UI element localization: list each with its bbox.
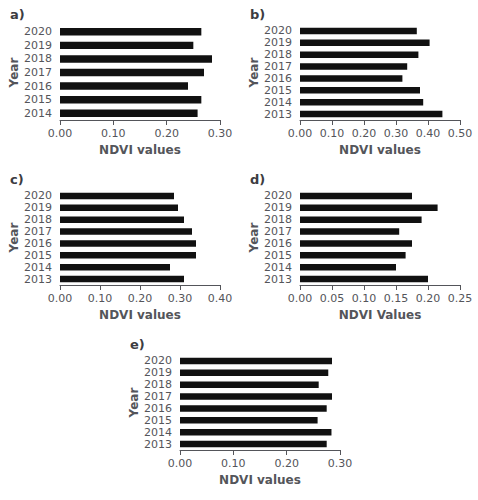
svg-text:2018: 2018 (24, 52, 52, 65)
svg-text:0.20: 0.20 (416, 292, 441, 305)
svg-text:2019: 2019 (264, 201, 292, 215)
svg-text:0.10: 0.10 (320, 127, 345, 140)
svg-text:2020: 2020 (24, 189, 52, 203)
svg-text:0.20: 0.20 (128, 292, 153, 305)
svg-text:2013: 2013 (24, 273, 52, 286)
svg-text:NDVI values: NDVI values (219, 473, 301, 487)
svg-text:2014: 2014 (24, 260, 52, 274)
svg-text:0.30: 0.30 (208, 127, 233, 140)
svg-text:2020: 2020 (24, 25, 52, 38)
svg-text:2017: 2017 (264, 60, 292, 74)
svg-text:2018: 2018 (24, 213, 52, 227)
svg-text:0.40: 0.40 (416, 127, 441, 140)
svg-text:0.50: 0.50 (448, 127, 473, 140)
svg-text:Year: Year (7, 223, 21, 254)
svg-text:0.00: 0.00 (48, 292, 73, 305)
svg-text:e): e) (130, 337, 145, 352)
svg-text:0.00: 0.00 (168, 457, 193, 470)
svg-text:2013: 2013 (264, 108, 292, 121)
svg-text:c): c) (10, 172, 24, 187)
svg-text:0.30: 0.30 (168, 292, 193, 305)
svg-text:Year: Year (247, 223, 261, 254)
svg-text:2019: 2019 (24, 39, 52, 52)
svg-text:2016: 2016 (144, 401, 172, 415)
svg-text:0.00: 0.00 (288, 127, 313, 140)
svg-text:2019: 2019 (24, 201, 52, 215)
svg-text:2014: 2014 (264, 95, 292, 109)
svg-text:0.10: 0.10 (221, 457, 246, 470)
svg-text:0.00: 0.00 (48, 127, 73, 140)
svg-text:0.10: 0.10 (352, 292, 377, 305)
svg-text:b): b) (250, 7, 265, 22)
svg-text:2014: 2014 (264, 260, 292, 274)
svg-text:2020: 2020 (144, 354, 172, 368)
svg-text:2018: 2018 (264, 213, 292, 227)
svg-text:NDVI values: NDVI values (339, 143, 421, 157)
svg-text:0.10: 0.10 (88, 292, 113, 305)
svg-text:2014: 2014 (24, 107, 52, 120)
svg-text:2015: 2015 (24, 248, 52, 262)
svg-text:2019: 2019 (144, 366, 172, 380)
svg-text:Year: Year (7, 58, 21, 89)
svg-text:2015: 2015 (144, 413, 172, 427)
svg-text:2015: 2015 (24, 93, 52, 106)
svg-text:2013: 2013 (144, 438, 172, 451)
svg-text:a): a) (10, 7, 25, 22)
svg-text:2017: 2017 (264, 225, 292, 239)
svg-text:2018: 2018 (144, 378, 172, 392)
svg-text:0.20: 0.20 (154, 127, 179, 140)
svg-text:2014: 2014 (144, 425, 172, 439)
svg-text:NDVI values: NDVI values (99, 143, 181, 157)
svg-text:2016: 2016 (24, 236, 52, 250)
svg-text:0.20: 0.20 (352, 127, 377, 140)
svg-text:2020: 2020 (264, 189, 292, 203)
svg-text:2018: 2018 (264, 48, 292, 62)
svg-text:2020: 2020 (264, 24, 292, 38)
svg-text:d): d) (250, 172, 265, 187)
svg-text:2019: 2019 (264, 36, 292, 50)
svg-text:2016: 2016 (24, 80, 52, 93)
svg-text:2016: 2016 (264, 236, 292, 250)
svg-text:2017: 2017 (24, 225, 52, 239)
svg-text:0.40: 0.40 (208, 292, 233, 305)
svg-text:2013: 2013 (264, 273, 292, 286)
svg-text:2016: 2016 (264, 71, 292, 85)
svg-text:2017: 2017 (24, 66, 52, 79)
svg-text:NDVI values: NDVI values (99, 308, 181, 322)
svg-text:0.25: 0.25 (448, 292, 473, 305)
svg-text:0.30: 0.30 (328, 457, 353, 470)
svg-text:2015: 2015 (264, 83, 292, 97)
svg-text:2017: 2017 (144, 390, 172, 404)
svg-text:NDVI Values: NDVI Values (339, 308, 422, 322)
svg-text:0.15: 0.15 (384, 292, 409, 305)
svg-text:0.20: 0.20 (274, 457, 299, 470)
svg-text:Year: Year (247, 58, 261, 89)
svg-text:0.00: 0.00 (288, 292, 313, 305)
svg-text:0.05: 0.05 (320, 292, 345, 305)
svg-text:Year: Year (127, 388, 141, 419)
svg-text:0.10: 0.10 (101, 127, 126, 140)
svg-text:2015: 2015 (264, 248, 292, 262)
svg-text:0.30: 0.30 (384, 127, 409, 140)
